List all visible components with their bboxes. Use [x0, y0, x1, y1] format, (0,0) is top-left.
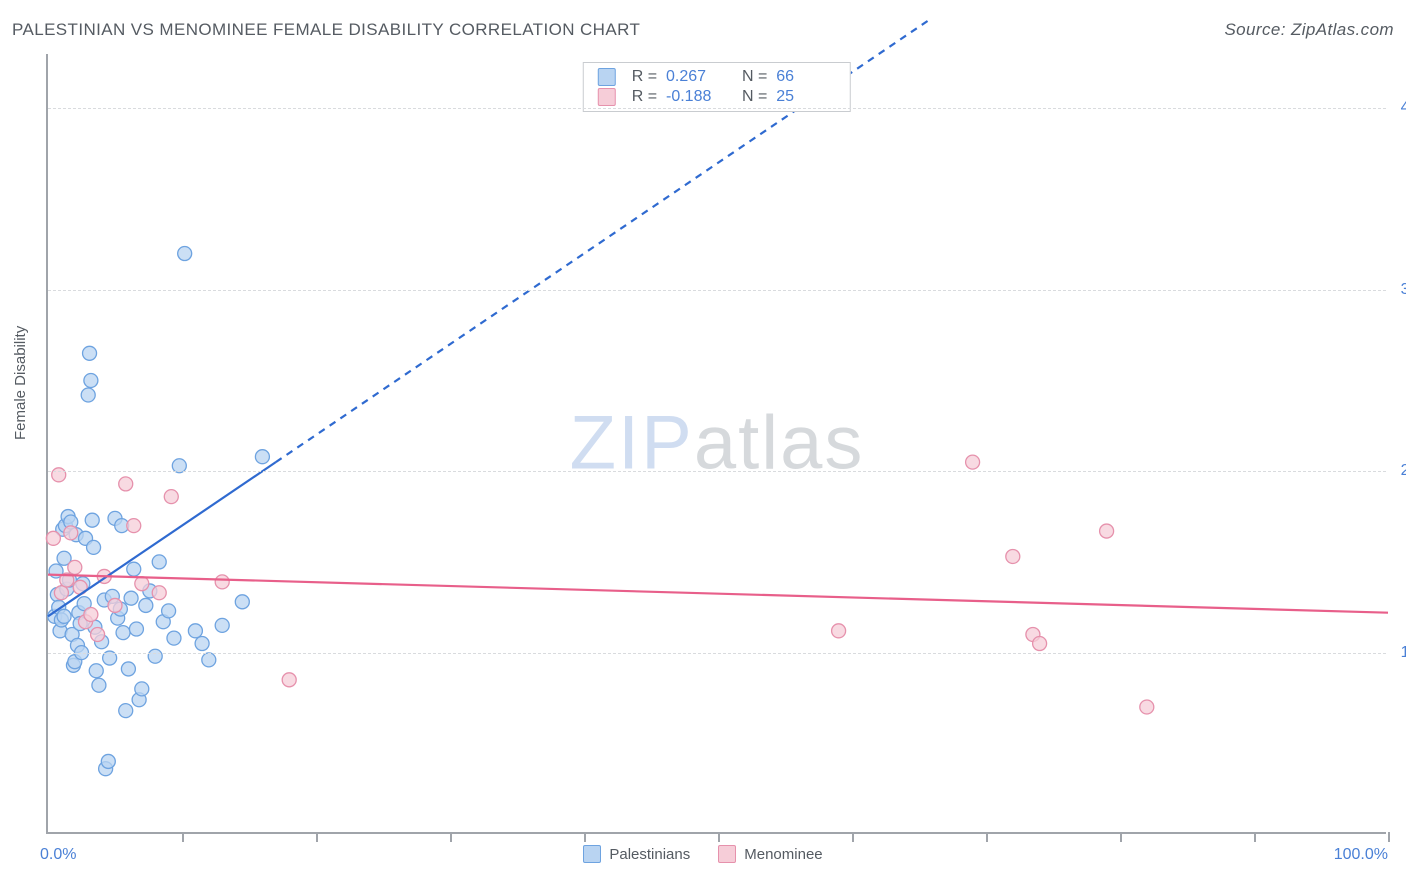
data-point	[101, 754, 115, 768]
data-point	[84, 608, 98, 622]
data-point	[139, 598, 153, 612]
x-tick	[1254, 832, 1256, 842]
data-point	[127, 562, 141, 576]
n-value: 66	[776, 68, 836, 86]
x-tick	[718, 832, 720, 842]
data-point	[1140, 700, 1154, 714]
stats-row: R = 0.267N = 66	[584, 67, 850, 87]
data-point	[108, 598, 122, 612]
data-point	[91, 627, 105, 641]
data-point	[57, 609, 71, 623]
data-point	[127, 519, 141, 533]
x-tick	[450, 832, 452, 842]
legend-item: Menominee	[718, 845, 822, 863]
data-point	[85, 513, 99, 527]
x-tick	[584, 832, 586, 842]
data-point	[255, 450, 269, 464]
data-point	[129, 622, 143, 636]
data-point	[87, 540, 101, 554]
y-tick-label: 20.0%	[1401, 462, 1406, 480]
data-point	[135, 682, 149, 696]
y-axis-label: Female Disability	[12, 326, 29, 440]
data-point	[282, 673, 296, 687]
r-value: -0.188	[666, 88, 726, 106]
data-point	[121, 662, 135, 676]
legend-label: Palestinians	[609, 846, 690, 863]
gridline	[48, 108, 1386, 109]
data-point	[64, 526, 78, 540]
data-point	[119, 704, 133, 718]
data-point	[68, 560, 82, 574]
data-point	[202, 653, 216, 667]
data-point	[966, 455, 980, 469]
data-point	[215, 575, 229, 589]
data-point	[119, 477, 133, 491]
data-point	[162, 604, 176, 618]
x-tick	[1388, 832, 1390, 842]
data-point	[84, 374, 98, 388]
legend-swatch	[718, 845, 736, 863]
data-point	[1033, 637, 1047, 651]
data-point	[148, 649, 162, 663]
data-point	[235, 595, 249, 609]
data-point	[167, 631, 181, 645]
y-tick-label: 40.0%	[1401, 99, 1406, 117]
data-point	[124, 591, 138, 605]
gridline	[48, 290, 1386, 291]
x-tick	[182, 832, 184, 842]
data-point	[81, 388, 95, 402]
data-point	[116, 626, 130, 640]
chart-title: PALESTINIAN VS MENOMINEE FEMALE DISABILI…	[12, 20, 640, 40]
series-legend: Palestinians Menominee	[0, 845, 1406, 863]
data-point	[46, 531, 60, 545]
data-point	[195, 637, 209, 651]
y-tick-label: 10.0%	[1401, 644, 1406, 662]
data-point	[832, 624, 846, 638]
legend-swatch	[598, 68, 616, 86]
data-point	[1100, 524, 1114, 538]
data-point	[135, 577, 149, 591]
y-tick-label: 30.0%	[1401, 281, 1406, 299]
data-point	[152, 555, 166, 569]
legend-swatch	[598, 88, 616, 106]
data-point	[54, 586, 68, 600]
legend-label: Menominee	[744, 846, 822, 863]
data-point	[164, 490, 178, 504]
data-point	[89, 664, 103, 678]
trend-line	[48, 575, 1388, 613]
plot-area: ZIPatlas R = 0.267N = 66R = -0.188N = 25…	[46, 54, 1386, 834]
x-tick	[1120, 832, 1122, 842]
data-point	[178, 247, 192, 261]
data-point	[188, 624, 202, 638]
x-tick	[986, 832, 988, 842]
x-tick	[852, 832, 854, 842]
x-tick	[316, 832, 318, 842]
r-value: 0.267	[666, 68, 726, 86]
gridline	[48, 653, 1386, 654]
data-point	[1006, 549, 1020, 563]
legend-swatch	[583, 845, 601, 863]
data-point	[152, 586, 166, 600]
data-point	[83, 346, 97, 360]
data-point	[52, 468, 66, 482]
stats-row: R = -0.188N = 25	[584, 87, 850, 107]
legend-item: Palestinians	[583, 845, 690, 863]
n-value: 25	[776, 88, 836, 106]
scatter-svg	[48, 54, 1386, 832]
source-attribution: Source: ZipAtlas.com	[1224, 20, 1394, 40]
data-point	[215, 618, 229, 632]
data-point	[92, 678, 106, 692]
gridline	[48, 471, 1386, 472]
stats-legend-box: R = 0.267N = 66R = -0.188N = 25	[583, 62, 851, 112]
